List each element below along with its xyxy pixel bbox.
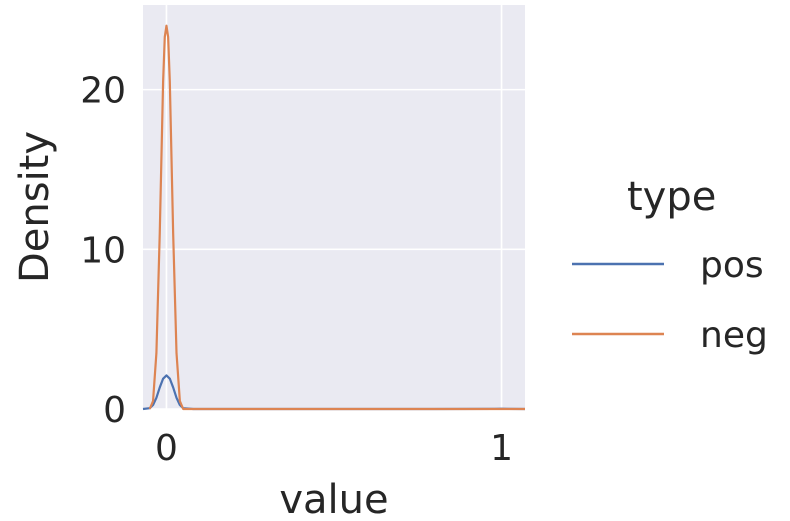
x-axis-label: value bbox=[279, 477, 388, 521]
y-axis-label: Density bbox=[12, 131, 58, 283]
plot-background bbox=[143, 5, 525, 409]
legend-label-pos: pos bbox=[700, 245, 764, 286]
y-tick-label: 0 bbox=[103, 390, 126, 431]
series-layer bbox=[142, 24, 526, 411]
x-tick-label: 0 bbox=[155, 428, 178, 469]
y-tick-label: 20 bbox=[80, 71, 126, 112]
legend: type pos neg bbox=[572, 174, 768, 356]
series-line-neg bbox=[148, 24, 525, 411]
x-tick-label: 1 bbox=[490, 428, 513, 469]
legend-label-neg: neg bbox=[700, 315, 768, 356]
y-tick-label: 10 bbox=[80, 230, 126, 271]
legend-title: type bbox=[627, 174, 716, 220]
